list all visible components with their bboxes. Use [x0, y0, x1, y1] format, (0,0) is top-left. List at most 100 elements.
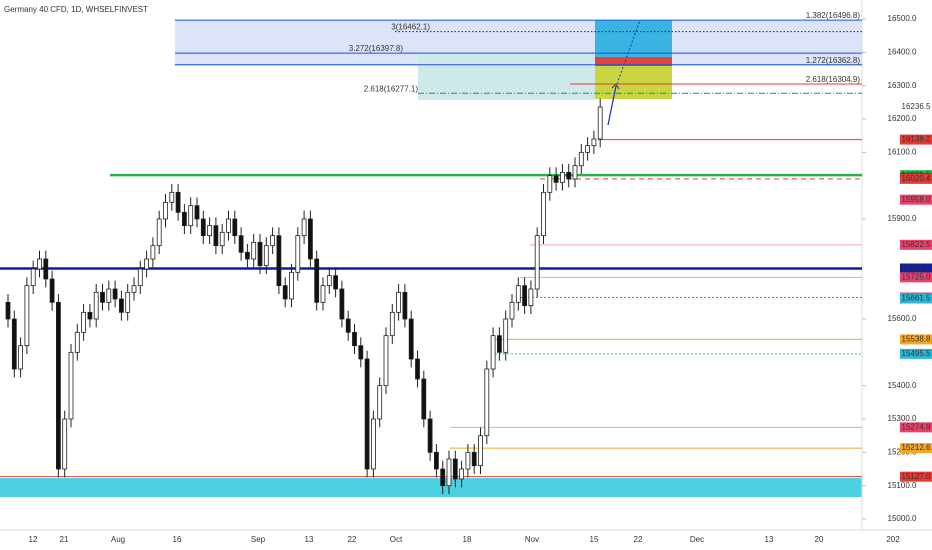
- candle-body: [547, 175, 553, 193]
- candle-body: [358, 345, 364, 360]
- candle-body: [131, 285, 137, 293]
- level-label: 15127.0: [902, 472, 931, 481]
- level-label: 15495.5: [902, 349, 931, 358]
- stop-zone: [595, 57, 672, 66]
- fib-label: 3.272(16397.8): [349, 44, 404, 53]
- candle-body: [181, 211, 187, 227]
- candle-body: [471, 451, 477, 467]
- fib-label: 3(16462.1): [391, 23, 430, 32]
- candle-body: [119, 298, 124, 313]
- candle-body: [522, 285, 527, 307]
- y-tick-label: 15100.0: [888, 481, 917, 490]
- candle-body: [326, 275, 332, 287]
- candle-body: [459, 468, 465, 480]
- candle-body: [591, 138, 597, 147]
- candle-body: [81, 311, 86, 333]
- fib-label: 1.272(16362.8): [806, 56, 861, 65]
- candle-body: [585, 145, 590, 153]
- x-tick-label: 12: [29, 535, 38, 544]
- candle-body: [352, 331, 357, 347]
- chart-title: Germany 40 CFD, 1D, WHSELFINVEST: [4, 5, 148, 14]
- candle-body: [169, 191, 175, 203]
- x-tick-label: 202: [886, 535, 900, 544]
- candle-body: [396, 291, 402, 313]
- level-label: 15538.8: [902, 335, 931, 344]
- candle-body: [37, 258, 42, 270]
- candle-body: [62, 418, 68, 470]
- fib-label: 1.382(16496.8): [806, 11, 861, 20]
- entry-zone: [595, 66, 672, 99]
- x-tick-label: 16: [173, 535, 182, 544]
- candle-body: [18, 345, 24, 370]
- candle-body: [226, 218, 231, 233]
- candle-body: [440, 468, 446, 487]
- candle-body: [150, 245, 156, 260]
- fib-label: 2.618(16277.1): [364, 84, 419, 93]
- y-tick-label: 16100.0: [888, 147, 917, 156]
- level-tag: [900, 173, 932, 184]
- candle-body: [415, 358, 420, 380]
- level-tag: [900, 272, 932, 283]
- candle-body: [345, 318, 351, 333]
- candle-body: [49, 278, 55, 303]
- level-label: 16138.2: [902, 135, 931, 144]
- level-tag: [900, 443, 932, 454]
- level-tag: [900, 134, 932, 145]
- candle-body: [465, 451, 471, 470]
- candle-body: [534, 235, 540, 290]
- candle-body: [295, 235, 301, 273]
- candle-body: [24, 285, 30, 347]
- candle-body: [270, 235, 276, 247]
- candle-body: [276, 235, 282, 287]
- x-tick-label: 18: [463, 535, 472, 544]
- candle-body: [503, 318, 509, 353]
- candle-body: [263, 245, 269, 267]
- candle-body: [597, 106, 603, 140]
- level-tag: [900, 293, 932, 304]
- x-tick-label: 13: [765, 535, 774, 544]
- candle-body: [30, 268, 36, 287]
- candle-body: [232, 218, 238, 237]
- support-zone: [0, 478, 862, 497]
- candle-body: [452, 458, 458, 480]
- level-label: 15725.0: [902, 272, 931, 281]
- candle-body: [566, 171, 572, 180]
- candle-body: [389, 311, 395, 337]
- candle-body: [213, 225, 219, 247]
- x-tick-label: 15: [590, 535, 599, 544]
- candle-body: [553, 175, 559, 183]
- level-label: 16020.4: [902, 174, 931, 183]
- level-label: 15212.6: [902, 443, 931, 452]
- candle-body: [496, 335, 502, 353]
- candle-body: [68, 351, 74, 420]
- level-tag: [900, 194, 932, 205]
- candle-body: [307, 218, 313, 260]
- fib-label: 2.618(16304.9): [806, 75, 861, 84]
- y-tick-label: 16300.0: [888, 81, 917, 90]
- candle-body: [282, 285, 288, 300]
- level-label: 15958.0: [902, 195, 931, 204]
- candle-body: [333, 275, 339, 290]
- y-tick-label: 16200.0: [888, 114, 917, 123]
- candle-body: [478, 435, 483, 467]
- candle-body: [137, 268, 143, 287]
- x-tick-label: Sep: [251, 535, 266, 544]
- x-tick-label: Dec: [690, 535, 704, 544]
- candle-body: [200, 218, 206, 237]
- candle-body: [5, 301, 11, 320]
- x-tick-label: 21: [60, 535, 69, 544]
- candle-body: [301, 218, 307, 237]
- candle-body: [194, 205, 200, 220]
- y-tick-label: 15600.0: [888, 314, 917, 323]
- candle-body: [125, 291, 131, 313]
- level-tag: [900, 422, 932, 433]
- candle-body: [43, 258, 49, 280]
- level-tag: [900, 471, 932, 482]
- candle-body: [572, 165, 578, 180]
- candle-body: [339, 288, 345, 320]
- x-tick-label: 20: [815, 535, 824, 544]
- candle-body: [112, 288, 118, 300]
- candle-body: [251, 241, 257, 260]
- y-tick-label: 15000.0: [888, 514, 917, 523]
- x-tick-label: Oct: [390, 535, 403, 544]
